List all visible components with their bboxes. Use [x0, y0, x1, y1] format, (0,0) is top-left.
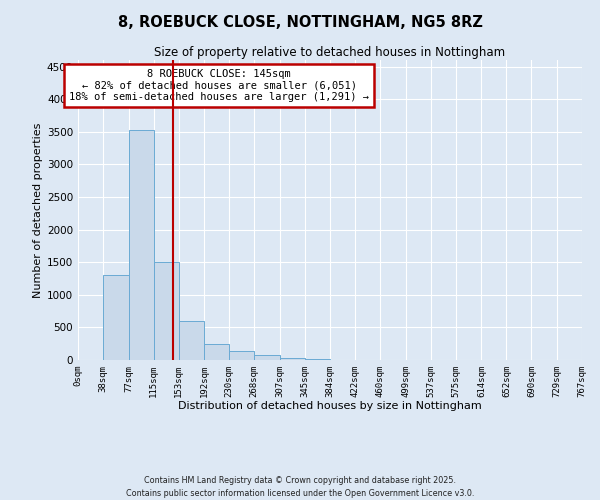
- X-axis label: Distribution of detached houses by size in Nottingham: Distribution of detached houses by size …: [178, 402, 482, 411]
- Bar: [254, 355, 280, 360]
- Text: 8 ROEBUCK CLOSE: 145sqm
← 82% of detached houses are smaller (6,051)
18% of semi: 8 ROEBUCK CLOSE: 145sqm ← 82% of detache…: [69, 69, 369, 102]
- Text: Contains HM Land Registry data © Crown copyright and database right 2025.
Contai: Contains HM Land Registry data © Crown c…: [126, 476, 474, 498]
- Bar: [154, 262, 179, 360]
- Text: 8, ROEBUCK CLOSE, NOTTINGHAM, NG5 8RZ: 8, ROEBUCK CLOSE, NOTTINGHAM, NG5 8RZ: [118, 15, 482, 30]
- Title: Size of property relative to detached houses in Nottingham: Size of property relative to detached ho…: [154, 46, 506, 59]
- Bar: [229, 351, 254, 360]
- Y-axis label: Number of detached properties: Number of detached properties: [33, 122, 43, 298]
- Bar: [204, 344, 229, 360]
- Bar: [179, 321, 204, 360]
- Bar: [280, 358, 305, 360]
- Bar: [128, 130, 154, 360]
- Bar: [103, 275, 128, 360]
